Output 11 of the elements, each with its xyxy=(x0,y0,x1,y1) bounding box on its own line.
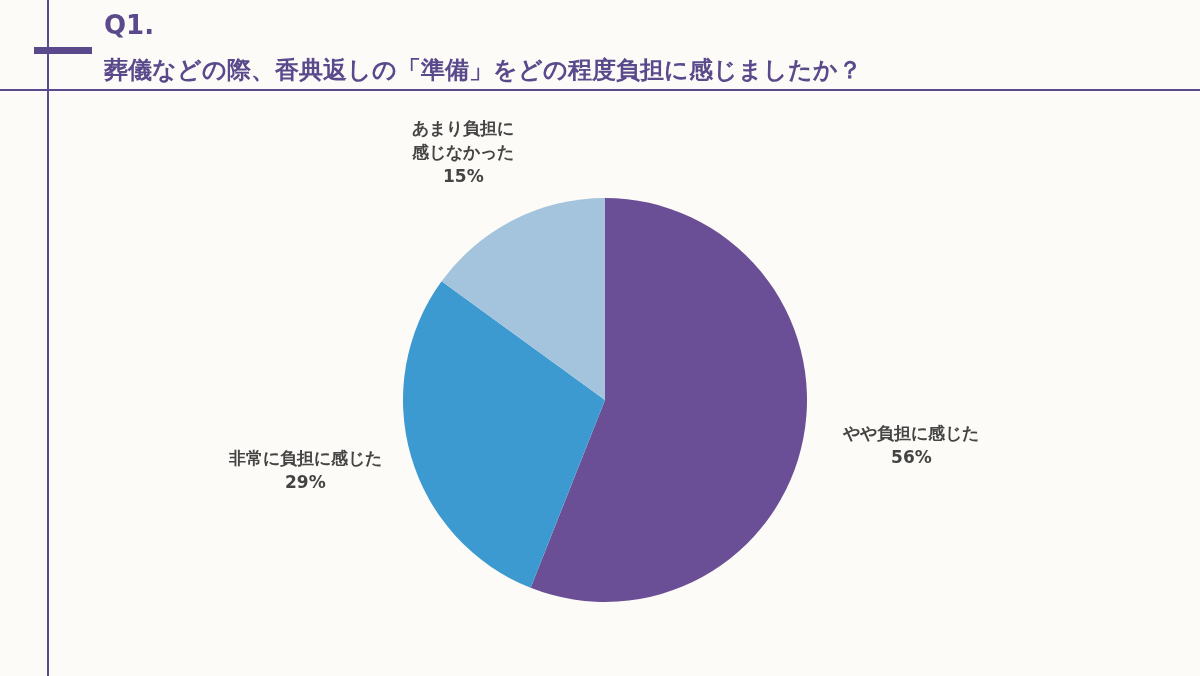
chart-title: Q1. xyxy=(104,10,155,40)
data-label: 15% xyxy=(443,165,484,186)
pie-slice xyxy=(441,198,605,400)
data-label: 56% xyxy=(891,446,932,467)
slice-label: 非常に負担に感じた xyxy=(227,447,382,468)
data-label: 29% xyxy=(285,471,326,492)
pie-slice xyxy=(530,198,807,602)
slice-label: やや負担に感じた xyxy=(842,422,980,443)
slice-label: あまり負担に感じなかった xyxy=(411,117,515,162)
chart-subtitle: 葬儀などの際、香典返しの「準備」をどの程度負担に感じましたか？ xyxy=(104,55,862,86)
pie-slice xyxy=(403,281,605,588)
